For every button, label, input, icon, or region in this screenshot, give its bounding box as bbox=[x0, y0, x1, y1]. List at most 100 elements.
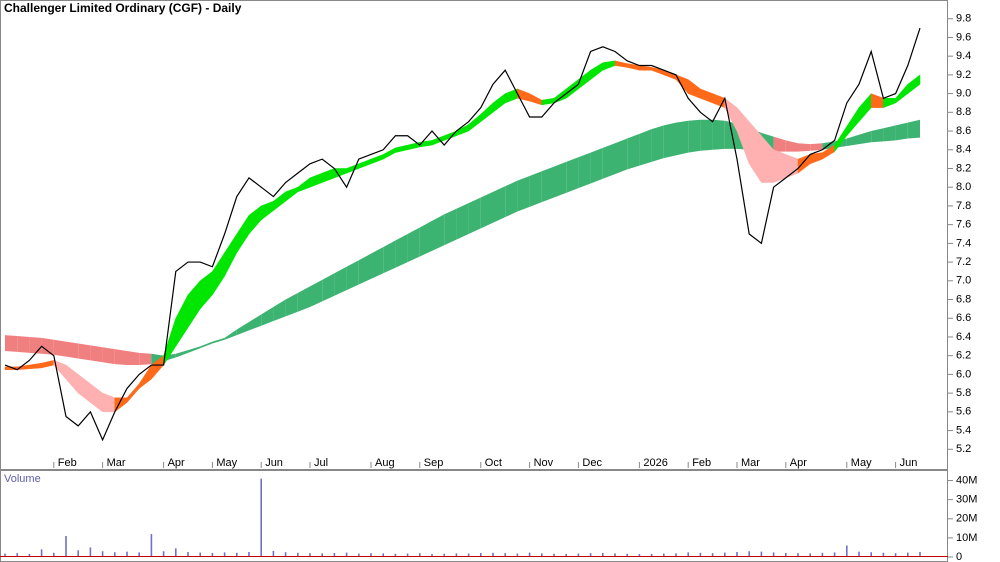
long-band bbox=[236, 321, 249, 336]
long-band bbox=[188, 346, 201, 353]
y-tick-label: 9.4 bbox=[956, 50, 971, 62]
volume-bar bbox=[4, 553, 6, 557]
volume-bar bbox=[321, 553, 323, 557]
y-tick-label: 8.4 bbox=[956, 144, 971, 156]
x-tick-label: May bbox=[216, 457, 237, 469]
y-tick-label: 5.6 bbox=[956, 406, 971, 418]
y-tick-label: 10M bbox=[956, 532, 977, 544]
volume-bar bbox=[89, 547, 92, 557]
long-band bbox=[663, 122, 676, 159]
volume-bar bbox=[40, 549, 43, 557]
volume-bar bbox=[870, 552, 872, 557]
long-band bbox=[5, 335, 18, 352]
y-tick-label: 9.0 bbox=[956, 88, 971, 100]
volume-bar bbox=[711, 553, 714, 557]
volume-bar bbox=[260, 478, 262, 557]
y-tick-label: 5.8 bbox=[956, 387, 971, 399]
y-tick-label: 9.2 bbox=[956, 69, 971, 81]
long-band bbox=[615, 138, 628, 175]
volume-bar bbox=[577, 553, 580, 557]
y-tick-label: 5.2 bbox=[956, 443, 971, 455]
x-tick-label: Feb bbox=[58, 457, 77, 469]
long-band bbox=[383, 240, 396, 274]
volume-bar bbox=[663, 553, 665, 557]
price-line bbox=[4, 27, 921, 442]
volume-bar bbox=[309, 553, 311, 557]
volume-bar bbox=[516, 553, 519, 557]
y-tick-label: 6.4 bbox=[956, 331, 971, 343]
y-tick-label: 6.6 bbox=[956, 312, 971, 324]
volume-bar bbox=[492, 552, 494, 557]
long-band bbox=[566, 157, 579, 193]
long-band bbox=[41, 337, 54, 355]
volume-bar bbox=[882, 552, 885, 557]
volume-bar bbox=[480, 552, 482, 557]
volume-bar bbox=[382, 553, 384, 557]
long-band bbox=[871, 128, 884, 143]
volume-bar bbox=[28, 553, 31, 557]
volume-bar bbox=[541, 553, 543, 557]
volume-bar bbox=[431, 553, 433, 557]
volume-bar bbox=[675, 553, 677, 557]
long-band bbox=[895, 122, 908, 141]
y-tick-label: 5.4 bbox=[956, 424, 971, 436]
long-band bbox=[578, 152, 591, 189]
long-band bbox=[456, 203, 469, 240]
volume-bar bbox=[748, 551, 750, 557]
y-tick-label: 8.8 bbox=[956, 106, 971, 118]
long-band bbox=[66, 341, 79, 359]
long-band bbox=[114, 349, 127, 366]
long-band bbox=[602, 143, 615, 179]
x-tick-label: Feb bbox=[692, 457, 711, 469]
x-tick-label: Nov bbox=[534, 457, 554, 469]
x-tick-label: Sep bbox=[424, 457, 444, 469]
long-band bbox=[554, 161, 567, 198]
volume-bar bbox=[162, 551, 165, 557]
volume-bar bbox=[553, 553, 555, 557]
long-band bbox=[541, 166, 554, 203]
long-band bbox=[468, 197, 481, 234]
long-band bbox=[651, 125, 664, 162]
long-band bbox=[346, 260, 359, 291]
volume-bar bbox=[443, 553, 445, 557]
volume-bar bbox=[833, 552, 836, 557]
y-tick-label: 8.2 bbox=[956, 162, 971, 174]
long-band bbox=[798, 143, 811, 152]
y-tick-label: 20M bbox=[956, 513, 977, 525]
volume-bar bbox=[199, 552, 201, 557]
volume-bar bbox=[345, 552, 348, 557]
x-tick-label: Aug bbox=[375, 457, 395, 469]
long-band bbox=[517, 175, 530, 212]
long-band bbox=[505, 180, 518, 218]
long-band bbox=[90, 345, 103, 363]
volume-bar bbox=[699, 552, 702, 557]
volume-bar bbox=[638, 554, 641, 557]
long-band bbox=[846, 134, 859, 147]
long-band bbox=[590, 147, 603, 184]
volume-bar bbox=[406, 553, 409, 557]
volume-bar bbox=[797, 553, 799, 557]
y-tick-label: 40M bbox=[956, 474, 977, 486]
long-band bbox=[712, 119, 725, 150]
x-tick-label: Jul bbox=[314, 457, 328, 469]
x-tick-label: May bbox=[851, 457, 872, 469]
volume-bar bbox=[272, 550, 275, 557]
y-tick-label: 7.6 bbox=[956, 219, 971, 231]
y-tick-label: 9.8 bbox=[956, 13, 971, 25]
long-band bbox=[224, 329, 237, 340]
long-band bbox=[907, 119, 920, 139]
volume-bar bbox=[907, 552, 909, 557]
long-band bbox=[139, 352, 152, 366]
y-tick-label: 6.2 bbox=[956, 350, 971, 362]
x-tick-label: Apr bbox=[790, 457, 807, 469]
volume-bar bbox=[114, 552, 116, 557]
volume-bar bbox=[187, 552, 189, 557]
y-tick-label: 7.2 bbox=[956, 256, 971, 268]
volume-bar bbox=[858, 551, 860, 557]
volume-bar bbox=[53, 552, 55, 557]
volume-bar bbox=[772, 552, 775, 557]
volume-bar bbox=[614, 553, 616, 557]
long-band bbox=[249, 314, 262, 331]
